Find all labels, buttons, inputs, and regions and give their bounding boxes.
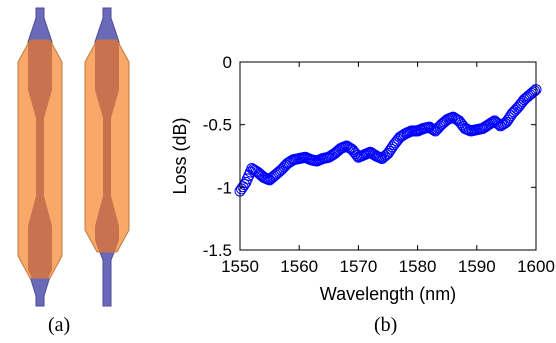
x-tick-label: 1590 [458, 257, 496, 276]
y-axis-label: Loss (dB) [170, 117, 190, 194]
data-point [388, 139, 400, 151]
panel-b-caption: (b) [374, 314, 398, 336]
panel-a-caption: (a) [48, 314, 71, 336]
data-marker [527, 86, 539, 98]
data-point [512, 101, 524, 113]
data-marker [529, 85, 541, 97]
overlap-2 [95, 40, 119, 252]
x-tick-label: 1560 [280, 257, 318, 276]
x-tick-label: 1570 [339, 257, 377, 276]
data-markers [234, 84, 542, 197]
x-tick-label: 1550 [221, 257, 259, 276]
data-marker [517, 95, 529, 107]
y-tick-label: -0.5 [203, 116, 232, 135]
data-marker [492, 117, 504, 129]
data-marker [426, 123, 438, 135]
data-marker [455, 117, 467, 129]
device-2 [84, 7, 130, 307]
y-tick-label: -1 [217, 178, 232, 197]
y-axis-ticks: 0 -0.5 -1 -1.5 [203, 53, 536, 260]
x-axis-ticks: 1550 1560 1570 1580 1590 1600 [221, 62, 555, 276]
data-marker [514, 99, 526, 111]
data-marker [274, 165, 286, 177]
plot-frame [239, 61, 537, 251]
overlap-1 [28, 40, 52, 278]
data-marker [389, 137, 401, 149]
device-1 [17, 7, 63, 307]
data-point [453, 115, 465, 127]
x-tick-label: 1580 [399, 257, 437, 276]
device-schematic [17, 7, 130, 307]
y-tick-label: -1.5 [203, 241, 232, 260]
x-axis-label: Wavelength (nm) [320, 284, 456, 304]
data-marker [238, 179, 250, 191]
y-tick-label: 0 [223, 53, 232, 72]
loss-chart: 1550 1560 1570 1580 1590 1600 0 -0.5 -1 -1.5 Wav… [170, 53, 555, 304]
data-marker [381, 149, 393, 161]
data-marker [432, 122, 444, 134]
data-marker [493, 119, 505, 131]
data-point [346, 144, 358, 156]
x-tick-label: 1600 [517, 257, 555, 276]
